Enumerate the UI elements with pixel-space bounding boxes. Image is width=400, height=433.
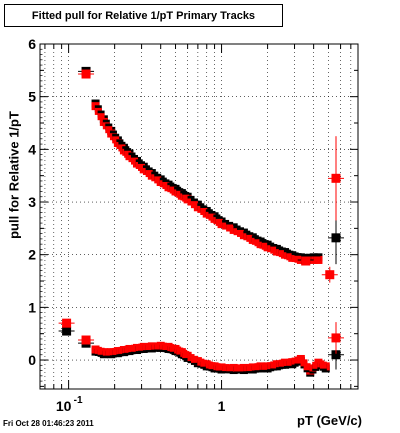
upper-band-red-marker (261, 242, 269, 250)
y-tick-label: 4 (28, 141, 36, 157)
upper-band-red-marker (222, 222, 230, 230)
lower-band-red-marker (154, 342, 162, 350)
red-marker (81, 69, 91, 79)
black-marker (331, 350, 341, 360)
lower-band-red-marker (222, 364, 230, 372)
lower-band-red-marker (97, 347, 105, 355)
upper-band-red-marker (208, 213, 216, 221)
upper-band-red-marker (130, 157, 138, 165)
x-axis-label: pT (GeV/c) (296, 413, 362, 428)
x-tick-label: 1 (218, 398, 226, 414)
upper-band-red-marker (246, 234, 254, 242)
upper-band-red-marker (145, 170, 153, 178)
red-marker (81, 335, 91, 345)
axes: 0 1 2 3 4 5 6 10 -1 1 (28, 36, 358, 414)
lower-band-red-marker (226, 364, 234, 372)
upper-band-red-marker (176, 190, 184, 198)
lower-band-red-marker (300, 359, 308, 367)
lower-band-red-marker (312, 361, 320, 369)
x-tick-label-exponent: -1 (74, 395, 83, 406)
upper-band-red-marker (278, 250, 286, 258)
upper-band-red-marker (226, 224, 234, 232)
timestamp: Fri Oct 28 01:46:23 2011 (3, 419, 94, 428)
upper-band-red-marker (236, 229, 244, 237)
lower-band-red-marker (208, 362, 216, 370)
upper-band-red-marker (182, 194, 190, 202)
lower-band-red-marker (286, 358, 294, 366)
lower-band-red-marker (319, 361, 327, 369)
lower-band-red-marker (138, 343, 146, 351)
lower-band-red-marker (294, 356, 302, 364)
upper-band-red-marker (270, 246, 278, 254)
upper-band-red-marker (169, 186, 177, 194)
data-markers (58, 66, 344, 377)
lower-band-red-marker (215, 363, 223, 371)
lower-band-red-marker (303, 363, 311, 371)
upper-band-red-marker (124, 150, 132, 158)
lower-band-red-marker (145, 343, 153, 351)
y-tick-label: 6 (28, 36, 36, 52)
upper-band-red-marker (105, 126, 113, 134)
lower-band-red-marker (278, 359, 286, 367)
lower-band-red-marker (182, 351, 190, 359)
upper-band-red-marker (313, 256, 321, 264)
lower-band-red-marker (254, 363, 262, 371)
lower-band-red-marker (112, 347, 120, 355)
y-tick-label: 3 (28, 194, 36, 210)
upper-band-red-marker (112, 136, 120, 144)
red-marker (331, 333, 341, 343)
y-tick-label: 0 (28, 352, 36, 368)
x-tick-label: 10 (56, 398, 72, 414)
upper-band-red-marker (190, 201, 198, 209)
lower-band-red-marker (246, 364, 254, 372)
upper-band-red-marker (138, 163, 146, 171)
upper-band-red-marker (154, 176, 162, 184)
y-tick-label: 2 (28, 247, 36, 263)
upper-band-red-marker (200, 207, 208, 215)
chart-title: Fitted pull for Relative 1/pT Primary Tr… (4, 4, 283, 27)
red-marker (325, 270, 335, 280)
lower-band-red-marker (200, 359, 208, 367)
lower-band-red-marker (270, 361, 278, 369)
lower-band-red-marker (162, 343, 170, 351)
red-marker (301, 256, 311, 266)
red-marker (331, 173, 341, 183)
lower-band-red-marker (169, 344, 177, 352)
black-marker (62, 326, 72, 336)
upper-band-red-marker (118, 144, 126, 152)
upper-band-red-marker (97, 113, 105, 121)
lower-band-red-marker (130, 344, 138, 352)
upper-band-red-marker (294, 255, 302, 263)
y-tick-label: 1 (28, 299, 36, 315)
lower-band-red-marker (261, 362, 269, 370)
lower-band-red-marker (176, 347, 184, 355)
lower-band-red-marker (124, 345, 132, 353)
lower-band-red-marker (236, 364, 244, 372)
y-axis-label: pull for Relative 1/pT (6, 111, 22, 239)
y-tick-label: 5 (28, 89, 36, 105)
red-marker (62, 318, 72, 328)
upper-band-red-marker (162, 182, 170, 190)
lower-band-red-marker (105, 348, 113, 356)
lower-band-red-marker (190, 355, 198, 363)
upper-band-red-marker (215, 218, 223, 226)
black-marker (331, 233, 341, 243)
upper-band-red-marker (286, 253, 294, 261)
upper-band-red-marker (254, 239, 262, 247)
lower-band-red-marker (118, 346, 126, 354)
